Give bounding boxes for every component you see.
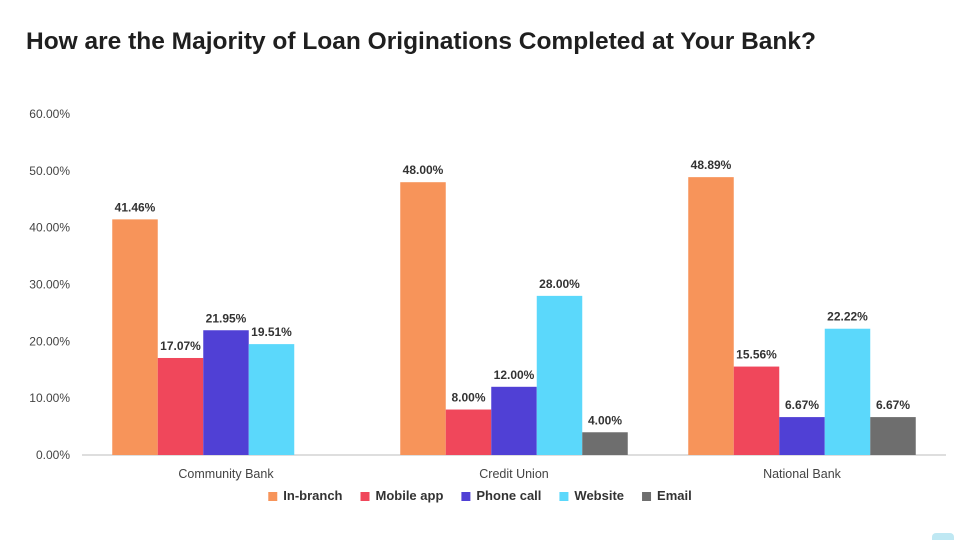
bar (157, 357, 204, 455)
category-label: Community Bank (178, 467, 274, 481)
bar (400, 182, 446, 455)
bar (824, 328, 871, 455)
chart-title: How are the Majority of Loan Origination… (26, 28, 816, 55)
data-label: 6.67% (785, 398, 819, 412)
category-label: Credit Union (479, 467, 549, 481)
legend-label: Mobile app (376, 488, 444, 503)
y-tick-label: 30.00% (29, 278, 70, 292)
y-tick-label: 40.00% (29, 221, 70, 235)
y-tick-label: 0.00% (36, 448, 70, 462)
y-tick-label: 60.00% (29, 107, 70, 121)
y-tick-label: 20.00% (29, 334, 70, 348)
legend-label: Phone call (476, 488, 541, 503)
bar (688, 177, 734, 455)
data-label: 8.00% (451, 391, 485, 405)
legend-label: Email (657, 488, 692, 503)
corner-logo-fragment (932, 533, 954, 540)
legend-swatch (559, 492, 569, 501)
bar (445, 409, 492, 455)
data-label: 48.00% (403, 163, 444, 177)
y-tick-label: 10.00% (29, 391, 70, 405)
data-label: 17.07% (160, 339, 201, 353)
data-label: 19.51% (251, 325, 292, 339)
data-label: 48.89% (691, 158, 732, 172)
legend-label: In-branch (283, 488, 342, 503)
bar (112, 219, 158, 455)
legend-swatch (268, 492, 278, 501)
data-label: 12.00% (494, 368, 535, 382)
data-label: 15.56% (736, 348, 777, 362)
legend-swatch (360, 492, 370, 501)
bar (733, 366, 780, 455)
legend-swatch (461, 492, 471, 501)
bar (491, 386, 537, 455)
data-label: 41.46% (115, 200, 156, 214)
legend-swatch (642, 492, 652, 501)
data-label: 6.67% (876, 398, 910, 412)
category-label: National Bank (763, 467, 842, 481)
legend-label: Website (574, 488, 624, 503)
bar (779, 417, 825, 455)
data-label: 28.00% (539, 277, 580, 291)
bar (536, 295, 583, 455)
bar (248, 344, 295, 455)
data-label: 4.00% (588, 413, 622, 427)
y-tick-label: 50.00% (29, 164, 70, 178)
data-label: 21.95% (206, 311, 247, 325)
data-label: 22.22% (827, 310, 868, 324)
bar (870, 417, 916, 455)
bar (582, 432, 628, 455)
bar (203, 330, 249, 455)
